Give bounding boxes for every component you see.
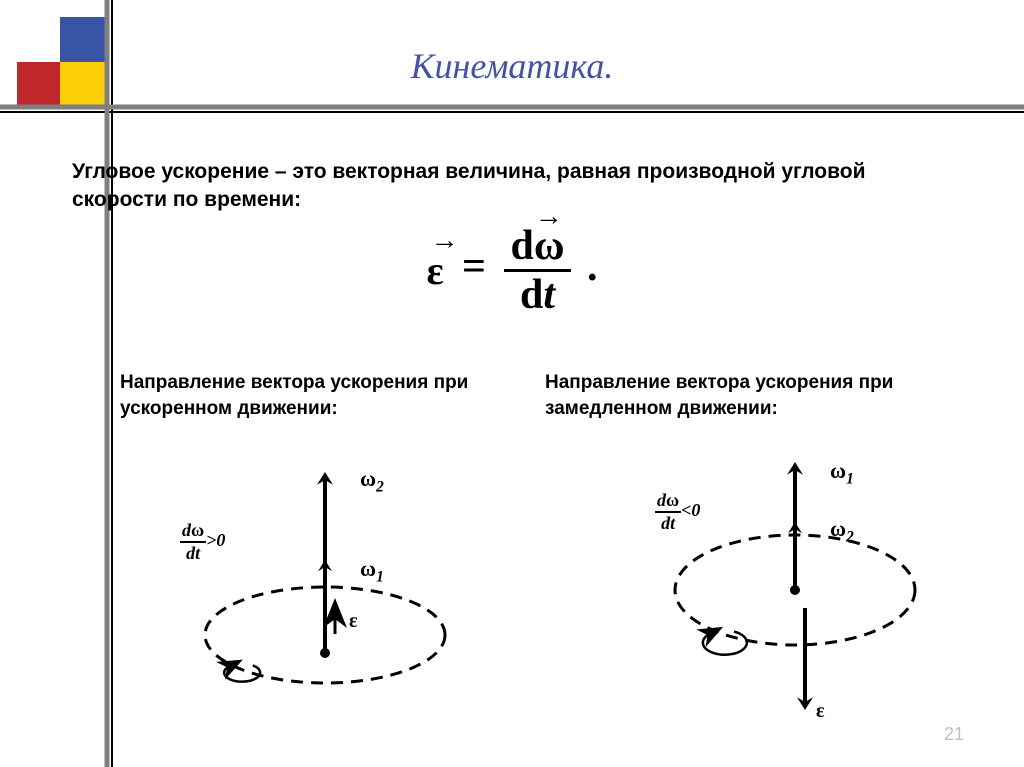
formula-den-d: d	[520, 272, 543, 318]
label-omega2: ω2	[360, 466, 384, 496]
diagram-decelerated: ω1 ω2 ε dω dt <0	[610, 450, 940, 730]
label-omega2: ω2	[830, 516, 854, 546]
caption-right: Направление вектора ускорения при замедл…	[545, 370, 925, 421]
page-number: 21	[944, 724, 964, 745]
page-title: Кинематика.	[0, 45, 1024, 87]
label-fraction: dω dt <0	[655, 490, 700, 534]
formula-dot: .	[587, 244, 598, 290]
definition-text: Угловое ускорение – это векторная величи…	[72, 158, 942, 215]
label-omega1: ω1	[830, 458, 854, 488]
main-formula: → ε = → dω dt .	[0, 225, 1024, 316]
label-epsilon: ε	[816, 700, 825, 723]
formula-num-d: d	[510, 223, 533, 269]
label-epsilon: ε	[349, 610, 358, 633]
formula-den-sym: t	[543, 272, 555, 318]
label-omega1: ω1	[360, 556, 384, 586]
diagram-accelerated: ω2 ω1 ε dω dt >0	[135, 460, 465, 730]
formula-eq: =	[462, 244, 486, 290]
caption-left: Направление вектора ускорения при ускоре…	[120, 370, 500, 421]
label-fraction: dω dt >0	[180, 520, 225, 564]
rotation-arrow	[703, 632, 747, 655]
